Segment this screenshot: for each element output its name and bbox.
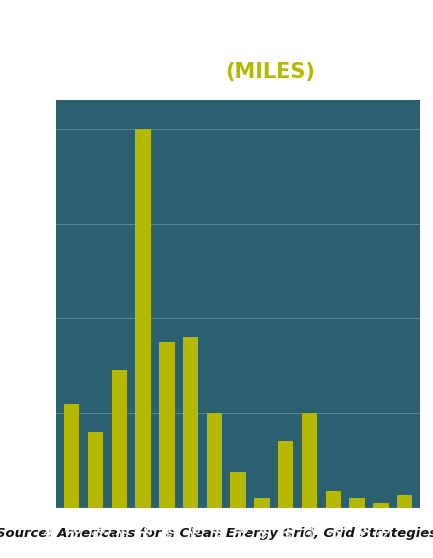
Bar [254,498,270,508]
Y-axis label: MILES: MILES [0,281,11,328]
Text: Source: Americans for a Clean Energy Grid, Grid Strategies: Source: Americans for a Clean Energy Gri… [0,527,433,540]
Bar [349,498,365,508]
Bar [207,413,222,508]
Bar [302,413,317,508]
Bar [112,371,127,508]
Bar [183,337,198,508]
Bar [230,472,246,508]
Bar [397,496,412,508]
Bar [278,441,294,508]
Bar [159,342,174,508]
Text: New High-Voltage Transmission: New High-Voltage Transmission [31,17,402,37]
Bar [373,503,388,508]
Bar [326,491,341,508]
Bar [136,129,151,508]
X-axis label: YEAR: YEAR [216,550,261,558]
Bar [64,403,80,508]
Bar [88,432,103,508]
Text: Lines: Lines [145,62,214,82]
Text: (MILES): (MILES) [226,62,316,82]
